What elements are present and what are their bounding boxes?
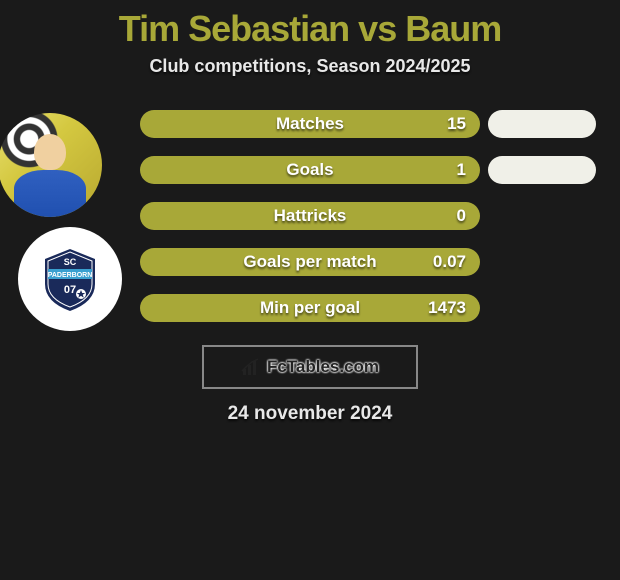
stat-label: Goals per match	[243, 252, 376, 272]
avatars-column: SC PADERBORN 07	[8, 107, 122, 331]
content-area: SC PADERBORN 07 Matches 15 Goal	[0, 107, 620, 425]
subtitle: Club competitions, Season 2024/2025	[0, 56, 620, 77]
bars-icon	[241, 357, 261, 377]
paderborn-badge-icon: SC PADERBORN 07	[35, 244, 105, 314]
stat-value: 1	[457, 160, 466, 180]
stat-value: 15	[447, 114, 466, 134]
stat-value: 1473	[428, 298, 466, 318]
stat-row: Matches 15	[140, 107, 600, 141]
stat-bar: Matches 15	[140, 110, 480, 138]
stat-value: 0	[457, 206, 466, 226]
club-badge-avatar: SC PADERBORN 07	[18, 227, 122, 331]
stat-label: Hattricks	[274, 206, 347, 226]
stats-list: Matches 15 Goals 1 Hattricks 0	[140, 107, 600, 325]
watermark-text: FcTables.com	[267, 357, 379, 377]
stat-value: 0.07	[433, 252, 466, 272]
stat-oval	[488, 110, 596, 138]
stat-oval	[488, 156, 596, 184]
stat-row: Hattricks 0	[140, 199, 600, 233]
badge-bottom-text: 07	[64, 284, 76, 296]
watermark-box: FcTables.com	[202, 345, 418, 389]
badge-top-text: SC	[64, 257, 77, 267]
stat-label: Min per goal	[260, 298, 360, 318]
stat-bar: Goals per match 0.07	[140, 248, 480, 276]
stat-label: Goals	[286, 160, 333, 180]
badge-mid-text: PADERBORN	[48, 272, 93, 279]
stat-bar: Hattricks 0	[140, 202, 480, 230]
stat-bar: Min per goal 1473	[140, 294, 480, 322]
stat-row: Goals 1	[140, 153, 600, 187]
infographic-container: Tim Sebastian vs Baum Club competitions,…	[0, 0, 620, 580]
player-avatar	[0, 113, 102, 217]
stat-row: Goals per match 0.07	[140, 245, 600, 279]
page-title: Tim Sebastian vs Baum	[0, 0, 620, 50]
stat-row: Min per goal 1473	[140, 291, 600, 325]
stat-label: Matches	[276, 114, 344, 134]
stat-bar: Goals 1	[140, 156, 480, 184]
date-text: 24 november 2024	[0, 403, 620, 425]
